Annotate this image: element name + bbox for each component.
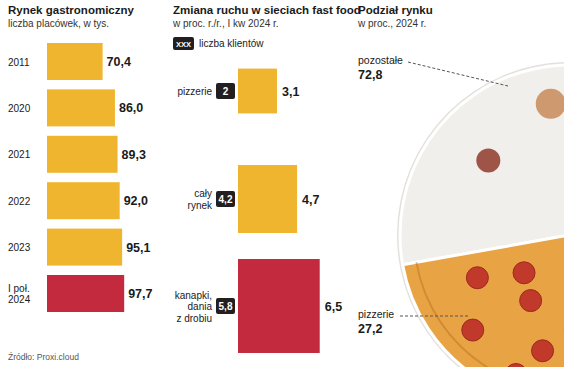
slice-label: pozostałe [358, 54, 403, 66]
chart-traffic: Zmiana ruchu w sieciach fast food w proc.… [172, 4, 361, 353]
bar [47, 229, 122, 266]
label-line: 2023 [8, 242, 31, 253]
category-label: całyrynek [188, 188, 213, 211]
subtitle: w proc. r./r., I kw 2024 r. [172, 18, 279, 29]
client-box [216, 191, 235, 207]
category-label: I poł.2024 [8, 283, 31, 305]
label-line: rynek [188, 200, 213, 211]
leader-line [408, 62, 508, 86]
bar [47, 43, 103, 80]
data-label: 4,7 [302, 193, 319, 207]
label-line: z drobiu [176, 313, 212, 324]
label-line: dania [188, 301, 213, 312]
label-line: 2024 [8, 294, 31, 305]
client-box [216, 83, 235, 99]
data-label: 89,3 [122, 148, 146, 162]
category-label: 2011 [8, 57, 30, 68]
subtitle: w proc., 2024 r. [357, 18, 426, 29]
label-line: 2022 [8, 196, 31, 207]
data-label: 86,0 [119, 101, 143, 115]
source: Źródło: Proxi.cloud [8, 352, 79, 362]
client-label: 5,8 [219, 301, 233, 312]
bar [238, 69, 277, 114]
pepperoni-decoration [462, 319, 484, 341]
food-decoration [476, 149, 500, 173]
pepperoni-decoration [520, 290, 542, 312]
label-line: cały [194, 188, 212, 199]
bars [47, 43, 124, 312]
category-label: pizzerie [178, 86, 213, 97]
data-label: 97,7 [128, 287, 152, 301]
bars [238, 69, 320, 353]
category-label: 2021 [8, 149, 31, 160]
client-label: 4,2 [219, 194, 233, 205]
chart-establishments: Rynek gastronomiczny liczba placówek, w t… [8, 4, 153, 312]
category-label: 2022 [8, 196, 31, 207]
data-label: 3,1 [282, 85, 299, 99]
title: Zmiana ruchu w sieciach fast food [173, 4, 361, 16]
plate-rim [397, 62, 564, 367]
leader-line [400, 316, 470, 317]
food-decoration [536, 89, 564, 119]
label-line: 2021 [8, 149, 31, 160]
data-label: 70,4 [107, 55, 131, 69]
bar [238, 165, 297, 233]
title: Rynek gastronomiczny [8, 4, 134, 16]
label-line: I poł. [8, 283, 30, 294]
category-label: 2020 [8, 103, 31, 114]
title: Podział rynku [358, 4, 433, 16]
pie-slice [403, 235, 564, 367]
pizza-crust [416, 262, 564, 367]
label-line: 2011 [8, 57, 30, 68]
bar [47, 182, 120, 219]
pepperoni-decoration [532, 340, 554, 362]
label-line: pizzerie [178, 86, 213, 97]
bar [47, 89, 115, 126]
bar [238, 259, 320, 353]
pepperoni-decoration [466, 267, 488, 289]
pepperoni-decoration [505, 364, 527, 367]
client-box [216, 298, 235, 314]
pepperoni-decoration [513, 262, 535, 284]
label-line: kanapki, [175, 290, 212, 301]
data-label: 27,2 [358, 322, 382, 336]
legend-swatch [173, 37, 194, 50]
category-label: kanapki,daniaz drobiu [175, 290, 213, 324]
label-line: 2020 [8, 103, 31, 114]
subtitle: liczba placówek, w tys. [8, 18, 109, 29]
category-label: 2023 [8, 242, 31, 253]
chart-market-share [397, 62, 564, 367]
legend-sample: XXX [176, 40, 191, 49]
bar [47, 136, 118, 173]
infographic: Rynek gastronomiczny liczba placówek, w t… [0, 0, 564, 367]
client-label: 2 [223, 86, 229, 97]
slice-label: pizzerie [358, 308, 394, 320]
data-label: 92,0 [124, 194, 148, 208]
data-label: 6,5 [325, 300, 342, 314]
data-label: 95,1 [126, 241, 150, 255]
bar [47, 275, 124, 312]
legend-label: liczba klientów [199, 38, 264, 49]
data-label: 72,8 [358, 68, 382, 82]
